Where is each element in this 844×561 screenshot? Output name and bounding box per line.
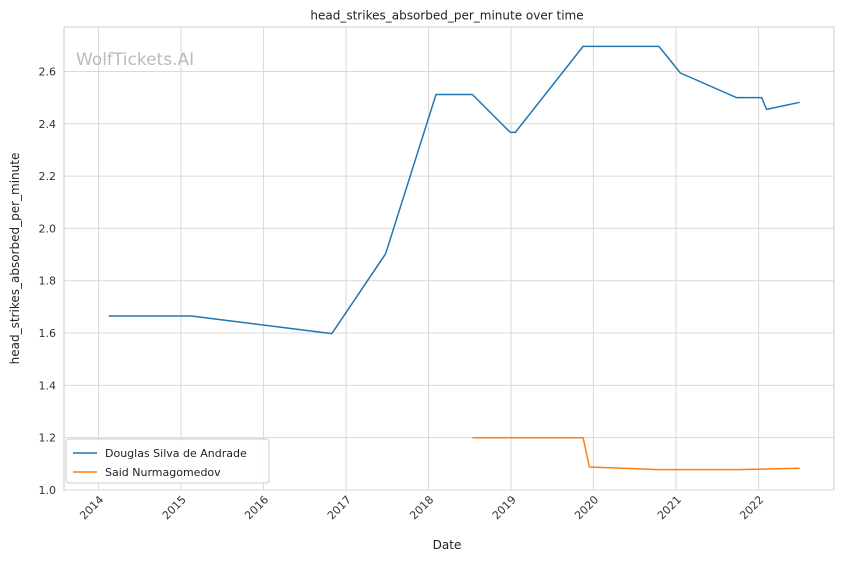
legend-label-said: Said Nurmagomedov [105, 466, 221, 479]
y-tick-label: 2.0 [39, 222, 57, 235]
grid [64, 27, 834, 491]
series-line-1 [472, 436, 800, 471]
y-axis-label: head_strikes_absorbed_per_minute [8, 153, 22, 365]
y-tick-label: 1.0 [39, 484, 57, 497]
legend: Douglas Silva de Andrade Said Nurmagomed… [65, 438, 270, 484]
y-tick-label: 2.2 [39, 170, 57, 183]
watermark: WolfTickets.AI [76, 50, 194, 70]
y-tick-label: 1.8 [39, 275, 57, 288]
y-tick-label: 1.6 [39, 327, 57, 340]
legend-box [65, 438, 270, 484]
y-tick-label: 1.2 [39, 432, 57, 445]
x-axis-label: Date [433, 538, 462, 552]
plot-area [63, 26, 835, 491]
legend-label-douglas: Douglas Silva de Andrade [105, 447, 247, 460]
series-lines [108, 45, 800, 471]
chart-title: head_strikes_absorbed_per_minute over ti… [310, 9, 583, 23]
series-line-0 [108, 45, 800, 335]
y-tick-label: 1.4 [39, 379, 57, 392]
y-tick-label: 2.4 [39, 118, 57, 131]
y-tick-label: 2.6 [39, 65, 57, 78]
